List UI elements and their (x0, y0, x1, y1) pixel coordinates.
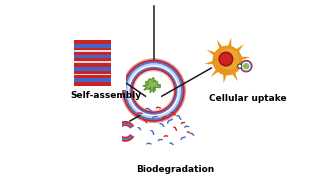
Polygon shape (115, 121, 134, 142)
Bar (74, 67, 111, 71)
Bar (67, 86, 122, 189)
Polygon shape (82, 29, 103, 40)
Polygon shape (227, 37, 231, 49)
Bar (74, 63, 111, 67)
Text: Biodegradation: Biodegradation (136, 165, 215, 174)
Circle shape (130, 67, 177, 114)
Polygon shape (231, 70, 238, 81)
Polygon shape (217, 40, 224, 51)
Bar (74, 81, 111, 86)
Circle shape (241, 60, 252, 72)
Circle shape (213, 46, 241, 75)
Bar (74, 74, 111, 75)
Bar (74, 75, 111, 78)
Circle shape (132, 69, 175, 112)
Polygon shape (237, 64, 248, 71)
Circle shape (133, 71, 174, 111)
Bar (74, 52, 111, 55)
Polygon shape (239, 57, 251, 61)
Polygon shape (223, 72, 228, 84)
Polygon shape (204, 60, 216, 64)
Polygon shape (207, 50, 218, 57)
Circle shape (125, 62, 182, 119)
Bar (74, 48, 111, 50)
Bar (68, 0, 74, 90)
Polygon shape (87, 34, 98, 40)
Circle shape (244, 64, 249, 69)
Text: Self-assembly: Self-assembly (71, 91, 142, 100)
Bar (111, 0, 126, 90)
Bar (74, 50, 111, 52)
Polygon shape (86, 33, 99, 40)
Circle shape (122, 59, 185, 122)
Bar (74, 61, 111, 63)
Circle shape (219, 52, 233, 66)
Bar (74, 44, 111, 48)
Circle shape (239, 65, 241, 67)
Circle shape (123, 60, 184, 121)
Polygon shape (211, 67, 220, 77)
Polygon shape (84, 31, 101, 40)
Polygon shape (234, 44, 244, 54)
Bar (67, 17, 119, 40)
Polygon shape (118, 125, 131, 138)
Circle shape (135, 72, 172, 109)
Bar (74, 55, 111, 58)
Bar (74, 58, 111, 61)
Bar (74, 78, 111, 81)
Circle shape (129, 66, 178, 115)
Polygon shape (117, 123, 133, 140)
Circle shape (241, 61, 251, 71)
Circle shape (242, 62, 250, 70)
Circle shape (238, 64, 242, 68)
Bar (74, 40, 111, 44)
Circle shape (127, 64, 180, 118)
Polygon shape (88, 35, 97, 40)
Polygon shape (143, 78, 160, 93)
Polygon shape (89, 36, 96, 40)
Bar (74, 71, 111, 74)
Text: Cellular uptake: Cellular uptake (209, 94, 287, 103)
Circle shape (220, 54, 231, 64)
Circle shape (219, 49, 239, 69)
